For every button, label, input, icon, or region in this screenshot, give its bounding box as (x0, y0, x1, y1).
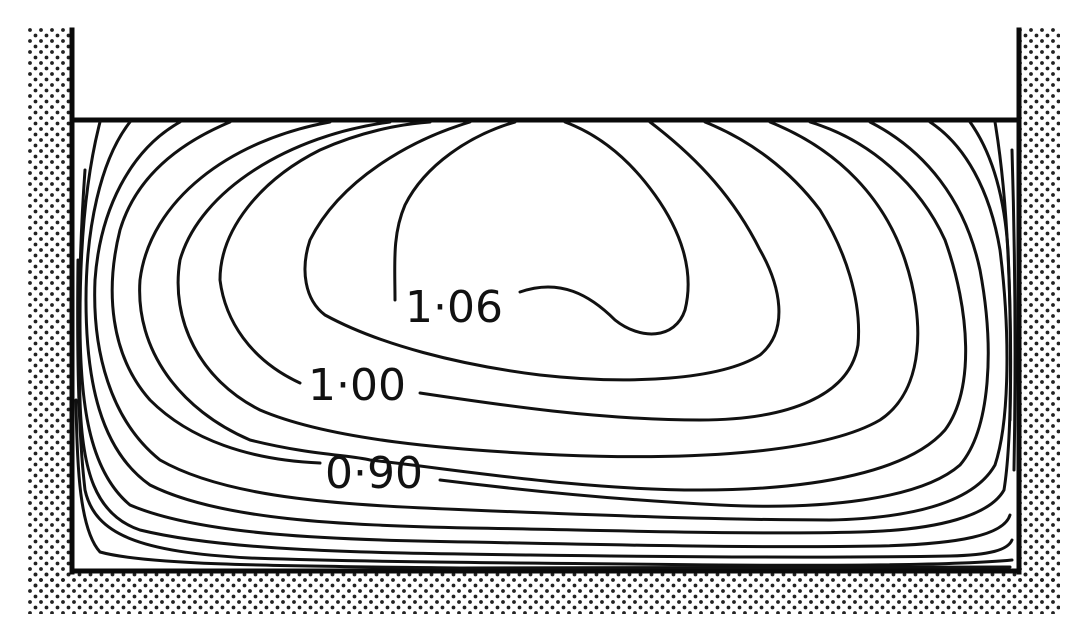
contour-2 (303, 120, 781, 382)
label-1-00: 1·00 (308, 360, 406, 411)
container-walls (69, 27, 1022, 575)
contour-4 (176, 120, 920, 459)
contour-11 (76, 258, 1014, 567)
contour-7 (93, 120, 1009, 522)
contour-right-b (993, 120, 1012, 422)
label-1-06: 1·06 (405, 282, 503, 333)
contour-lines (74, 120, 1017, 570)
label-0-90: 0·90 (325, 448, 423, 499)
stipple-surround (28, 28, 1060, 614)
contour-12 (74, 398, 1012, 570)
contour-0-90 (110, 120, 990, 508)
contour-right-a (1010, 148, 1017, 472)
contour-1-06 (393, 120, 690, 336)
contour-labels: 1·06 1·00 0·90 (308, 282, 503, 499)
contour-1-00 (218, 120, 861, 422)
contour-5 (138, 120, 968, 492)
